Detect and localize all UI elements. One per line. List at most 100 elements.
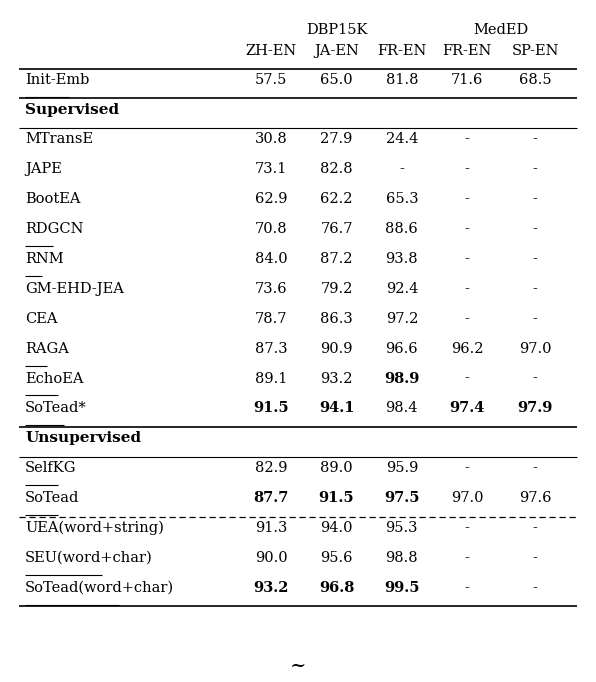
Text: ZH-EN: ZH-EN <box>246 44 297 57</box>
Text: -: - <box>533 581 538 595</box>
Text: 65.3: 65.3 <box>386 192 418 206</box>
Text: -: - <box>465 252 470 266</box>
Text: 94.1: 94.1 <box>319 402 354 415</box>
Text: CEA: CEA <box>25 312 58 326</box>
Text: 86.3: 86.3 <box>320 312 353 326</box>
Text: MTransE: MTransE <box>25 132 93 147</box>
Text: 62.9: 62.9 <box>255 192 287 206</box>
Text: 90.9: 90.9 <box>320 342 353 356</box>
Text: 89.1: 89.1 <box>255 372 287 385</box>
Text: JAPE: JAPE <box>25 162 62 177</box>
Text: -: - <box>465 551 470 565</box>
Text: 96.2: 96.2 <box>451 342 483 356</box>
Text: 98.9: 98.9 <box>384 372 420 385</box>
Text: RDGCN: RDGCN <box>25 222 83 236</box>
Text: SoTead*: SoTead* <box>25 402 87 415</box>
Text: 97.5: 97.5 <box>384 491 420 505</box>
Text: -: - <box>465 222 470 236</box>
Text: 97.0: 97.0 <box>519 342 551 356</box>
Text: 93.2: 93.2 <box>253 581 289 595</box>
Text: 97.2: 97.2 <box>386 312 418 326</box>
Text: -: - <box>465 461 470 475</box>
Text: 84.0: 84.0 <box>255 252 288 266</box>
Text: SEU(word+char): SEU(word+char) <box>25 551 153 565</box>
Text: UEA(word+string): UEA(word+string) <box>25 521 164 535</box>
Text: SP-EN: SP-EN <box>511 44 559 57</box>
Text: 81.8: 81.8 <box>386 73 418 87</box>
Text: -: - <box>533 312 538 326</box>
Text: 96.6: 96.6 <box>386 342 418 356</box>
Text: -: - <box>533 162 538 177</box>
Text: 87.7: 87.7 <box>254 491 289 505</box>
Text: 99.5: 99.5 <box>384 581 420 595</box>
Text: 73.6: 73.6 <box>255 282 288 296</box>
Text: RNM: RNM <box>25 252 64 266</box>
Text: 95.9: 95.9 <box>386 461 418 475</box>
Text: 57.5: 57.5 <box>255 73 287 87</box>
Text: 91.5: 91.5 <box>253 402 289 415</box>
Text: BootEA: BootEA <box>25 192 80 206</box>
Text: Unsupervised: Unsupervised <box>25 431 141 445</box>
Text: -: - <box>533 461 538 475</box>
Text: 78.7: 78.7 <box>255 312 287 326</box>
Text: 98.8: 98.8 <box>386 551 418 565</box>
Text: -: - <box>533 521 538 535</box>
Text: SelfKG: SelfKG <box>25 461 77 475</box>
Text: FR-EN: FR-EN <box>377 44 427 57</box>
Text: 93.2: 93.2 <box>320 372 353 385</box>
Text: -: - <box>465 581 470 595</box>
Text: -: - <box>465 521 470 535</box>
Text: 98.4: 98.4 <box>386 402 418 415</box>
Text: 95.3: 95.3 <box>386 521 418 535</box>
Text: 71.6: 71.6 <box>451 73 483 87</box>
Text: RAGA: RAGA <box>25 342 69 356</box>
Text: Supervised: Supervised <box>25 102 119 117</box>
Text: -: - <box>465 282 470 296</box>
Text: 95.6: 95.6 <box>320 551 353 565</box>
Text: -: - <box>399 162 404 177</box>
Text: 90.0: 90.0 <box>255 551 288 565</box>
Text: JA-EN: JA-EN <box>314 44 359 57</box>
Text: 97.6: 97.6 <box>519 491 551 505</box>
Text: -: - <box>465 372 470 385</box>
Text: -: - <box>533 551 538 565</box>
Text: -: - <box>465 192 470 206</box>
Text: 65.0: 65.0 <box>320 73 353 87</box>
Text: -: - <box>533 192 538 206</box>
Text: 96.8: 96.8 <box>319 581 354 595</box>
Text: 70.8: 70.8 <box>255 222 288 236</box>
Text: -: - <box>533 372 538 385</box>
Text: 76.7: 76.7 <box>320 222 353 236</box>
Text: 73.1: 73.1 <box>255 162 287 177</box>
Text: MedED: MedED <box>474 23 529 37</box>
Text: 88.6: 88.6 <box>386 222 418 236</box>
Text: ~: ~ <box>290 657 306 674</box>
Text: 91.5: 91.5 <box>319 491 355 505</box>
Text: 68.5: 68.5 <box>519 73 552 87</box>
Text: 94.0: 94.0 <box>320 521 353 535</box>
Text: -: - <box>533 252 538 266</box>
Text: 82.9: 82.9 <box>255 461 287 475</box>
Text: SoTead: SoTead <box>25 491 79 505</box>
Text: FR-EN: FR-EN <box>442 44 492 57</box>
Text: 79.2: 79.2 <box>321 282 353 296</box>
Text: -: - <box>533 132 538 147</box>
Text: 93.8: 93.8 <box>386 252 418 266</box>
Text: 87.2: 87.2 <box>320 252 353 266</box>
Text: GM-EHD-JEA: GM-EHD-JEA <box>25 282 124 296</box>
Text: -: - <box>465 132 470 147</box>
Text: -: - <box>465 162 470 177</box>
Text: 89.0: 89.0 <box>320 461 353 475</box>
Text: -: - <box>533 222 538 236</box>
Text: 62.2: 62.2 <box>320 192 353 206</box>
Text: DBP15K: DBP15K <box>306 23 367 37</box>
Text: 97.4: 97.4 <box>449 402 485 415</box>
Text: 97.0: 97.0 <box>451 491 483 505</box>
Text: 30.8: 30.8 <box>255 132 288 147</box>
Text: SoTead(word+char): SoTead(word+char) <box>25 581 174 595</box>
Text: 82.8: 82.8 <box>320 162 353 177</box>
Text: 97.9: 97.9 <box>517 402 553 415</box>
Text: -: - <box>465 312 470 326</box>
Text: 87.3: 87.3 <box>255 342 288 356</box>
Text: 24.4: 24.4 <box>386 132 418 147</box>
